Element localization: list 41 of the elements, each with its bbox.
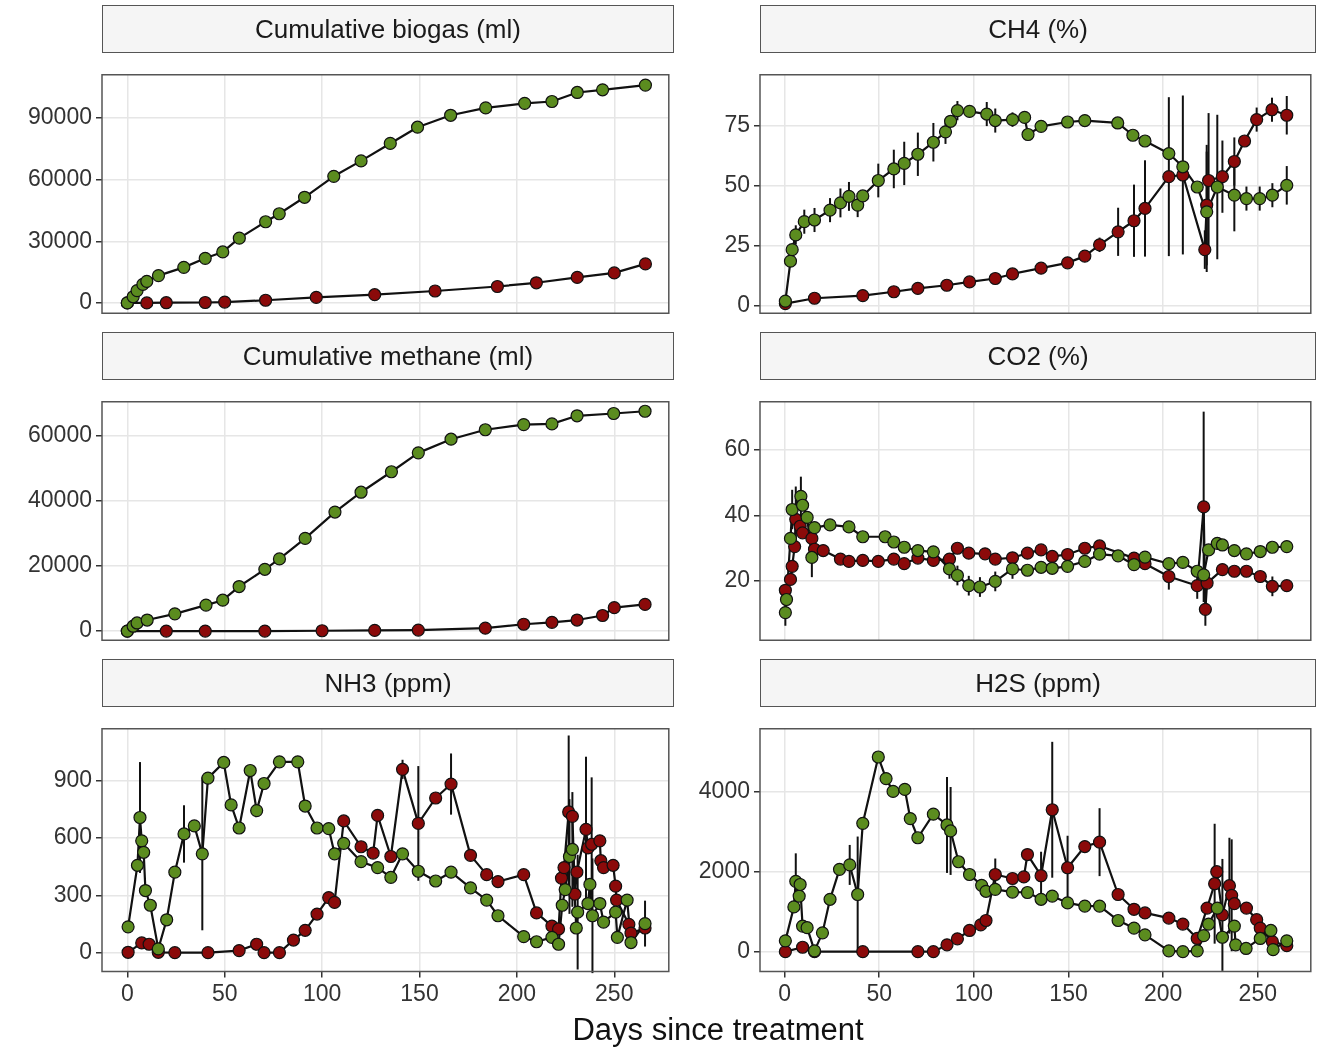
x-tick-label: 100: [954, 979, 994, 1006]
x-tick-label: 250: [595, 979, 634, 1006]
y-tick-label: 0: [79, 288, 92, 315]
x-tick-label: 50: [866, 979, 893, 1006]
chart-title: NH3 (ppm): [102, 659, 674, 707]
y-tick-label: 60000: [28, 421, 92, 448]
y-tick-label: 300: [53, 880, 92, 907]
y-tick-label: 600: [53, 823, 92, 850]
y-tick-label: 4000: [698, 777, 750, 804]
y-tick-label: 0: [79, 938, 92, 965]
y-tick-label: 0: [737, 937, 750, 963]
y-tick-label: 60000: [28, 164, 92, 191]
x-tick-label: 50: [211, 979, 238, 1006]
y-tick-label: 20000: [28, 551, 92, 578]
x-tick-label: 100: [302, 979, 342, 1006]
x-tick-label: 200: [1143, 979, 1183, 1006]
x-tick-label: 150: [1049, 979, 1088, 1006]
y-tick-label: 75: [724, 110, 750, 137]
chart-title: Cumulative biogas (ml): [102, 5, 674, 53]
y-tick-label: 40: [724, 500, 750, 527]
x-tick-label: 200: [497, 979, 537, 1006]
chart-title: CO2 (%): [760, 332, 1316, 380]
x-tick-label: 150: [400, 979, 439, 1006]
y-tick-label: 90000: [28, 103, 92, 130]
y-tick-label: 20: [724, 566, 750, 593]
x-tick-label: 0: [778, 979, 791, 1006]
x-axis-title: Days since treatment: [571, 1012, 865, 1048]
y-tick-label: 60: [724, 435, 750, 462]
y-tick-label: 25: [724, 231, 750, 258]
y-tick-label: 30000: [28, 226, 92, 253]
x-tick-label: 0: [120, 979, 134, 1006]
y-tick-label: 50: [724, 170, 750, 197]
x-tick-label: 250: [1238, 979, 1277, 1006]
y-tick-label: 2000: [698, 857, 750, 884]
y-tick-label: 0: [79, 616, 92, 643]
chart-title: H2S (ppm): [760, 659, 1316, 707]
chart-title: Cumulative methane (ml): [102, 332, 674, 380]
y-tick-label: 40000: [28, 486, 92, 513]
y-tick-label: 900: [53, 765, 92, 792]
chart-title: CH4 (%): [760, 5, 1316, 53]
y-tick-label: 0: [737, 291, 750, 318]
